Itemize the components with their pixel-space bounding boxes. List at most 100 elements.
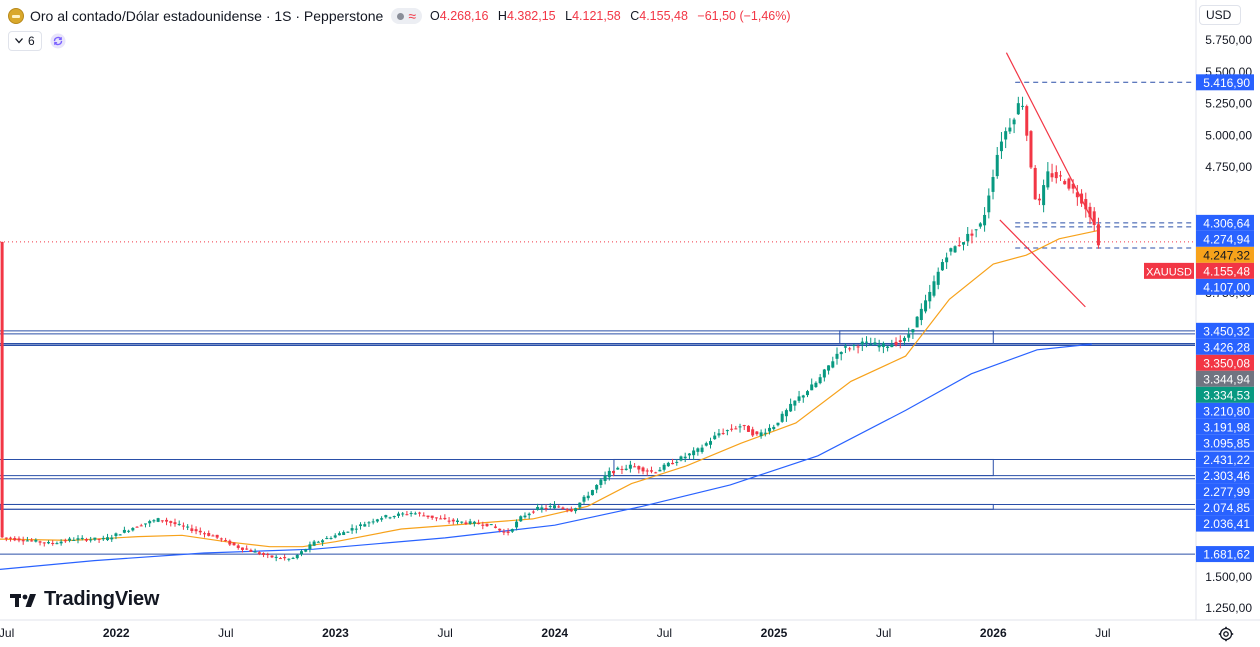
candle-body <box>472 521 476 524</box>
candle-body <box>574 508 578 512</box>
candle-body <box>325 537 329 540</box>
candle-body <box>143 523 147 525</box>
price-label: 3.426,28 <box>1196 338 1254 355</box>
price-label-text: 2.074,85 <box>1203 501 1250 515</box>
candle-body <box>595 484 599 490</box>
candle-body <box>1037 198 1041 201</box>
candle-body <box>738 426 742 428</box>
indicators-toggle-button[interactable]: 6 <box>8 31 42 51</box>
candle-body <box>0 241 4 538</box>
candle-body <box>329 538 333 540</box>
candle-body <box>118 534 122 536</box>
candle-body <box>38 541 42 543</box>
candle-body <box>978 223 982 227</box>
price-label-background <box>1196 483 1254 500</box>
candle-body <box>683 456 687 459</box>
price-label: 3.095,85 <box>1196 434 1254 451</box>
candle-body <box>447 520 451 522</box>
candle-body <box>966 233 970 242</box>
candle-body <box>881 343 885 347</box>
candle-body <box>84 538 88 541</box>
candle-body <box>186 526 190 528</box>
candle-body <box>337 533 341 536</box>
candle-body <box>700 447 704 452</box>
time-axis-label: Jul <box>437 626 452 640</box>
candle-body <box>831 361 835 368</box>
candle-body <box>590 490 594 496</box>
candle-body <box>763 432 767 434</box>
candle-body <box>645 470 649 472</box>
sync-icon[interactable] <box>50 33 66 49</box>
candle-body <box>527 513 531 516</box>
candle-body <box>1071 183 1075 189</box>
candle-body <box>122 529 126 533</box>
price-label-background <box>1196 402 1254 419</box>
price-tick-label: 1.250,00 <box>1205 601 1252 615</box>
candle-body <box>721 433 725 435</box>
candle-body <box>278 558 282 560</box>
candle-body <box>114 533 118 536</box>
candle-body <box>734 428 738 430</box>
price-label-text: 3.344,94 <box>1203 372 1250 386</box>
candle-body <box>287 558 291 560</box>
candle-body <box>827 365 831 371</box>
candle-body <box>430 515 434 518</box>
candle-body <box>552 505 556 509</box>
candle-body <box>768 427 772 432</box>
candle-body <box>793 400 797 406</box>
candle-body <box>1054 172 1058 179</box>
candle-body <box>270 555 274 558</box>
candle-body <box>1042 185 1046 206</box>
price-label-background <box>1196 322 1254 339</box>
trend-line <box>1005 52 1095 224</box>
price-label-text: 3.210,80 <box>1203 404 1250 418</box>
price-label-text: 2.277,99 <box>1203 485 1250 499</box>
symbol-title[interactable]: Oro al contado/Dólar estadounidense · 1S… <box>30 8 384 24</box>
candle-body <box>810 384 814 391</box>
candle-body <box>1029 131 1033 168</box>
price-label-background <box>1196 354 1254 371</box>
candle-body <box>76 538 80 540</box>
candle-body <box>477 523 481 525</box>
candle-body <box>569 509 573 512</box>
candle-body <box>396 513 400 516</box>
price-label: 2.074,85 <box>1196 499 1254 516</box>
candle-body <box>894 341 898 346</box>
candle-body <box>228 540 232 545</box>
close-label: C <box>630 9 640 23</box>
price-label: 3.344,94 <box>1196 370 1254 387</box>
candle-body <box>717 433 721 436</box>
candle-body <box>464 522 468 525</box>
candle-body <box>911 329 915 333</box>
currency-button[interactable]: USD <box>1199 5 1241 25</box>
price-label: 4.274,94 <box>1196 230 1254 247</box>
price-label: 2.303,46 <box>1196 467 1254 484</box>
price-label-background <box>1196 338 1254 355</box>
candle-body <box>624 468 628 470</box>
candle-body <box>658 469 662 472</box>
candle-body <box>928 291 932 302</box>
candle-body <box>165 519 169 522</box>
level-zone <box>0 503 994 510</box>
change-value: −61,50 (−1,46%) <box>697 9 791 23</box>
price-label-text: 3.334,53 <box>1203 388 1250 402</box>
symbol-tag-text: XAUUSD <box>1146 266 1192 278</box>
tradingview-logo[interactable]: TradingView <box>10 588 159 611</box>
candle-body <box>211 535 215 537</box>
chevron-down-icon <box>15 38 23 44</box>
open-label: O <box>430 9 440 23</box>
candle-body <box>742 425 746 427</box>
candle-body <box>970 233 974 236</box>
candle-body <box>409 513 413 515</box>
candle-body <box>510 529 514 532</box>
candle-body <box>97 538 101 540</box>
market-status-pill[interactable]: ≈ <box>391 8 423 24</box>
price-label-text: 5.416,90 <box>1203 76 1250 90</box>
high-label: H <box>497 9 507 23</box>
moving-average-fast-line <box>0 229 1099 548</box>
price-label: 2.277,99 <box>1196 483 1254 500</box>
price-label-background <box>1196 246 1254 263</box>
settings-gear-icon[interactable] <box>1218 626 1234 642</box>
candle-body <box>780 413 784 422</box>
